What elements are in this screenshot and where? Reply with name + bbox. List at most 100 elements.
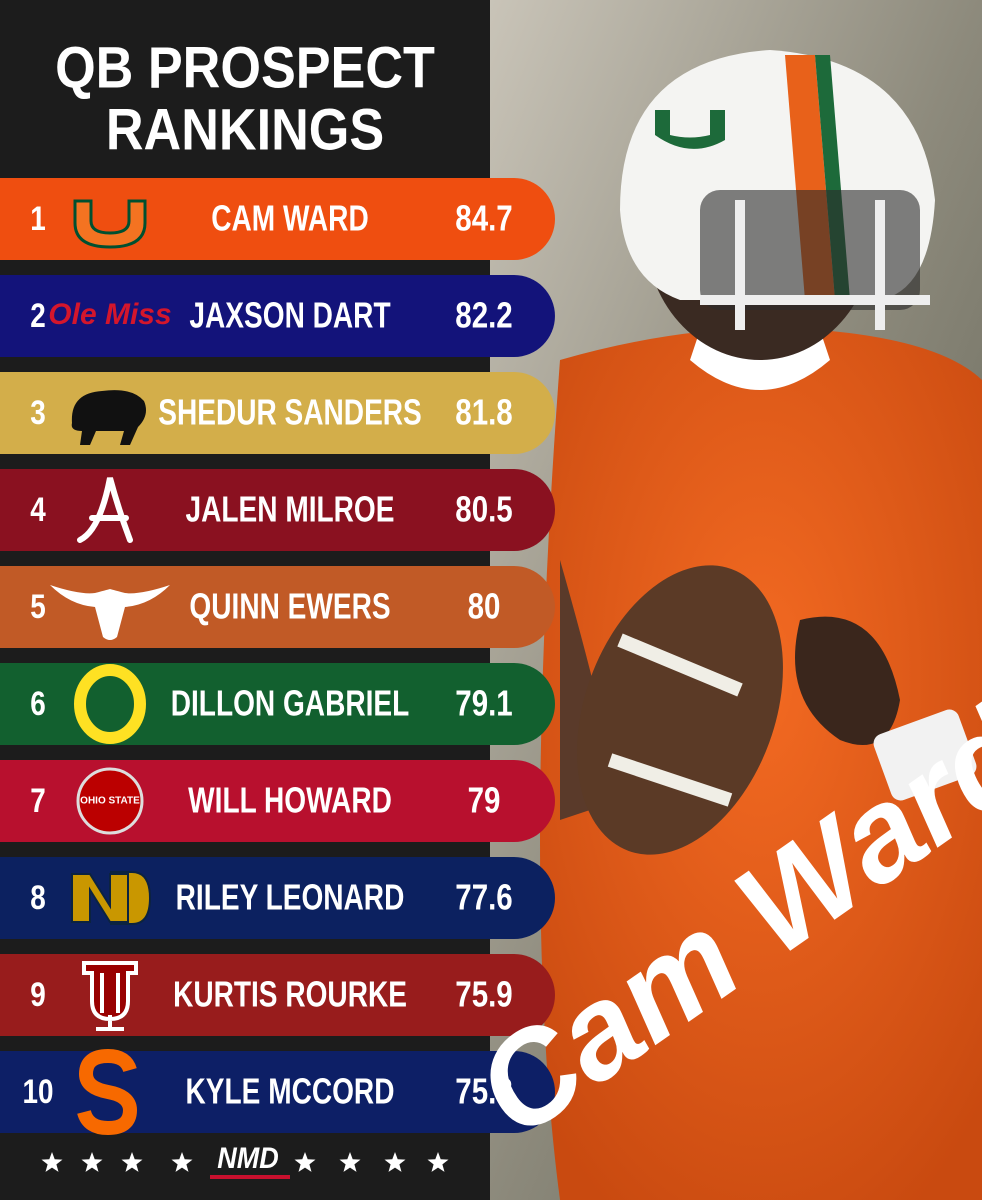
ranking-row: 6 DILLON GABRIEL 79.1 bbox=[0, 663, 555, 745]
score: 80 bbox=[468, 586, 501, 626]
player-name-group: WILL HOWARD bbox=[188, 780, 392, 820]
score-group: 79 bbox=[468, 780, 501, 820]
school-logo: OHIO STATE bbox=[80, 796, 140, 807]
rank-group: 8 bbox=[30, 878, 46, 916]
row-pill bbox=[0, 1051, 555, 1133]
rank: 10 bbox=[22, 1072, 53, 1110]
ranking-row: 7 OHIO STATE WILL HOWARD 79 bbox=[0, 760, 555, 842]
row-pill bbox=[0, 760, 555, 842]
rank-group: 10 bbox=[22, 1072, 53, 1110]
school-logo bbox=[82, 961, 138, 1031]
ranking-row: 10 KYLE MCCORD 75.8 bbox=[0, 1048, 555, 1136]
player-name-group: SHEDUR SANDERS bbox=[158, 392, 422, 432]
school-logo bbox=[77, 477, 133, 543]
score: 75.8 bbox=[455, 1071, 512, 1111]
title-line-group: QB PROSPECT bbox=[55, 35, 435, 100]
player-name: CAM WARD bbox=[211, 198, 368, 238]
hand bbox=[795, 616, 900, 745]
star bbox=[339, 1152, 361, 1172]
player-name: JAXSON DART bbox=[189, 295, 390, 335]
jersey bbox=[540, 328, 982, 1200]
rank: 9 bbox=[30, 975, 46, 1013]
visor bbox=[700, 190, 920, 310]
ranking-row: 4 JALEN MILROE 80.5 bbox=[0, 469, 555, 551]
player-name: JALEN MILROE bbox=[186, 489, 395, 529]
rank: 1 bbox=[30, 199, 46, 237]
score: 77.6 bbox=[455, 877, 512, 917]
row-pill bbox=[0, 469, 555, 551]
rank: 8 bbox=[30, 878, 46, 916]
player-name: KURTIS ROURKE bbox=[173, 974, 407, 1014]
row-pill bbox=[0, 275, 555, 357]
school-logo bbox=[76, 767, 144, 835]
rank-group: 2 bbox=[30, 296, 46, 334]
score-group: 75.9 bbox=[455, 974, 512, 1014]
school-logo bbox=[73, 199, 147, 249]
school-logo bbox=[77, 1048, 138, 1136]
player-name-group: KURTIS ROURKE bbox=[173, 974, 407, 1014]
player-name-group: KYLE MCCORD bbox=[186, 1071, 395, 1111]
ranking-row: 8 RILEY LEONARD 77.6 bbox=[0, 857, 555, 939]
score: 79.1 bbox=[455, 683, 512, 723]
brand-underline bbox=[210, 1175, 290, 1179]
rank-group: 7 bbox=[30, 781, 46, 819]
player-name: SHEDUR SANDERS bbox=[158, 392, 422, 432]
player-name: WILL HOWARD bbox=[188, 780, 392, 820]
ranking-row: 3 SHEDUR SANDERS 81.8 bbox=[0, 372, 555, 454]
star bbox=[171, 1152, 193, 1172]
player-name-group: RILEY LEONARD bbox=[176, 877, 405, 917]
player-name-group: CAM WARD bbox=[211, 198, 368, 238]
title-line: RANKINGS bbox=[106, 97, 384, 162]
rank-group: 4 bbox=[30, 490, 46, 528]
rank-group: 5 bbox=[30, 587, 46, 625]
school-logo bbox=[71, 390, 146, 445]
rank: 7 bbox=[30, 781, 46, 819]
brand-logo: NMD bbox=[217, 1142, 278, 1176]
ranking-row: 2 Ole Miss JAXSON DART 82.2 bbox=[0, 275, 555, 357]
rank-group: 6 bbox=[30, 684, 46, 722]
facemask bbox=[700, 200, 930, 330]
school-logo: Ole Miss bbox=[48, 298, 171, 331]
school-logo bbox=[71, 871, 152, 925]
score: 79 bbox=[468, 780, 501, 820]
brand-logo-group: NMD bbox=[217, 1142, 278, 1176]
rank: 3 bbox=[30, 393, 46, 431]
player-name-group: JAXSON DART bbox=[189, 295, 390, 335]
row-pill bbox=[0, 566, 555, 648]
score-group: 75.8 bbox=[455, 1071, 512, 1111]
rank: 4 bbox=[30, 490, 46, 528]
rank: 5 bbox=[30, 587, 46, 625]
title-line-group: RANKINGS bbox=[106, 97, 384, 162]
player-name: KYLE MCCORD bbox=[186, 1071, 395, 1111]
ranking-row: 5 QUINN EWERS 80 bbox=[0, 566, 555, 648]
rankings-list: 1 CAM WARD 84.7 2 Ole Miss JAXSON DART 82.2 3 SH… bbox=[0, 178, 555, 1136]
score: 81.8 bbox=[455, 392, 512, 432]
score-group: 79.1 bbox=[455, 683, 512, 723]
star bbox=[427, 1152, 449, 1172]
score-group: 84.7 bbox=[455, 198, 512, 238]
score: 75.9 bbox=[455, 974, 512, 1014]
score-group: 80 bbox=[468, 586, 501, 626]
rank-group: 3 bbox=[30, 393, 46, 431]
rank-group: 9 bbox=[30, 975, 46, 1013]
player-name: DILLON GABRIEL bbox=[171, 683, 410, 723]
score-group: 82.2 bbox=[455, 295, 512, 335]
wristband bbox=[873, 709, 977, 801]
row-pill bbox=[0, 372, 555, 454]
school-logo bbox=[74, 664, 146, 744]
school-logo bbox=[50, 585, 170, 640]
row-pill bbox=[0, 954, 555, 1036]
score: 80.5 bbox=[455, 489, 512, 529]
ranking-row: 1 CAM WARD 84.7 bbox=[0, 178, 555, 260]
player-name: RILEY LEONARD bbox=[176, 877, 405, 917]
football-stripes bbox=[607, 633, 743, 807]
rank-group: 1 bbox=[30, 199, 46, 237]
star bbox=[41, 1152, 63, 1172]
star bbox=[121, 1152, 143, 1172]
title-line: QB PROSPECT bbox=[55, 35, 435, 100]
rank: 2 bbox=[30, 296, 46, 334]
player-name: QUINN EWERS bbox=[189, 586, 390, 626]
score: 84.7 bbox=[455, 198, 512, 238]
